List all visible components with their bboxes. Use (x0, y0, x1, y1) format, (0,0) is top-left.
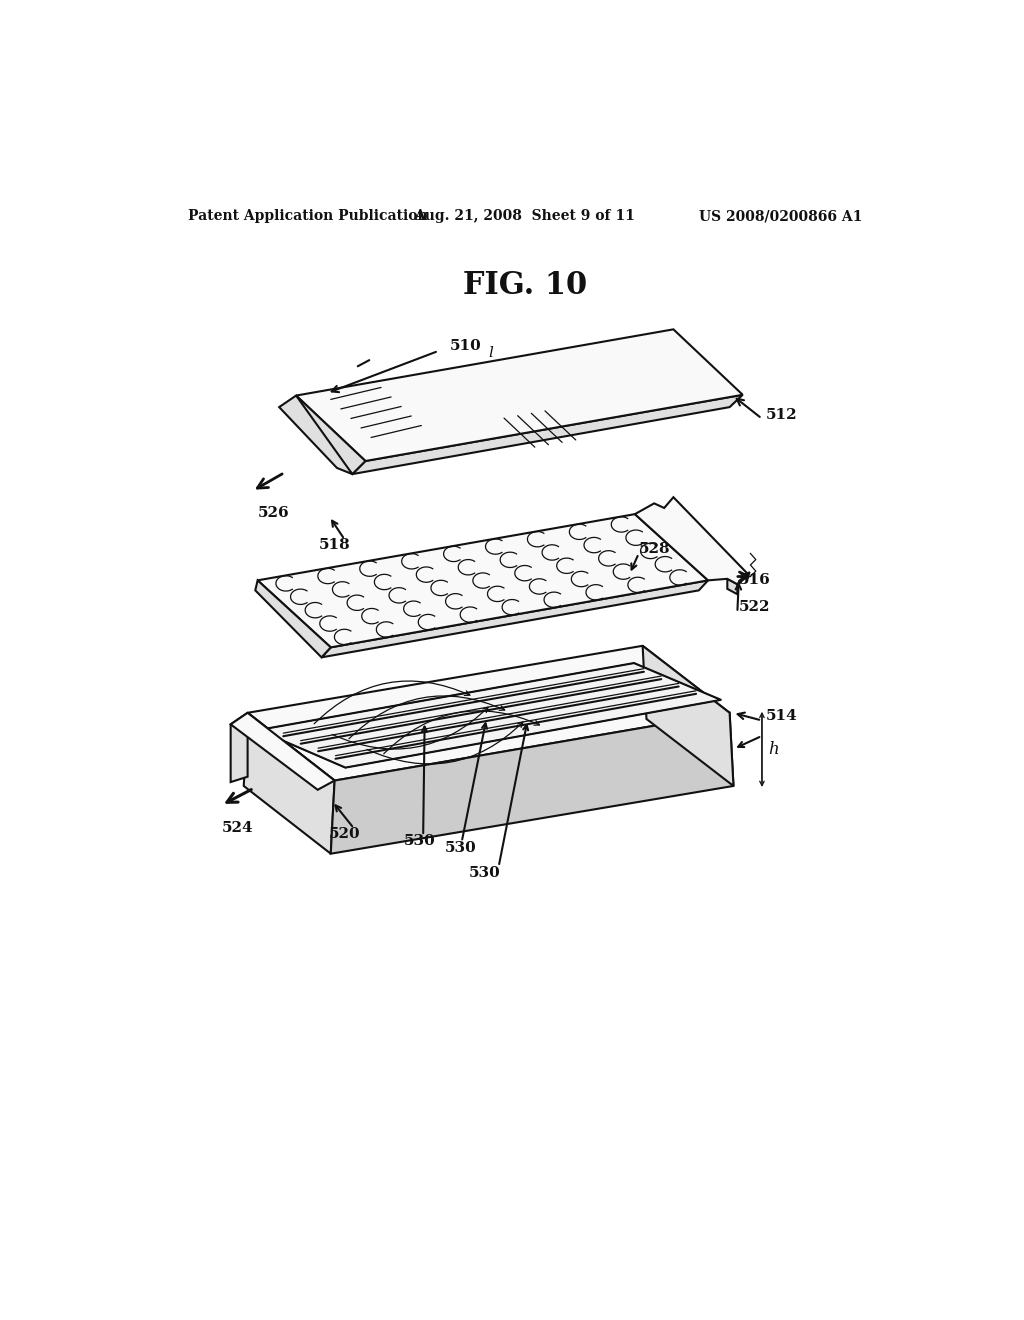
Polygon shape (258, 515, 708, 647)
Text: 510: 510 (451, 339, 482, 354)
Polygon shape (331, 713, 733, 854)
Text: l: l (488, 346, 494, 360)
Text: 518: 518 (319, 539, 351, 552)
Text: 530: 530 (444, 841, 476, 854)
Text: 516: 516 (739, 573, 771, 587)
Polygon shape (230, 713, 335, 789)
Polygon shape (280, 396, 352, 474)
Polygon shape (258, 663, 721, 768)
Polygon shape (248, 645, 730, 780)
Polygon shape (352, 395, 742, 474)
Text: 514: 514 (766, 709, 798, 723)
Polygon shape (244, 713, 335, 854)
Polygon shape (727, 579, 737, 594)
Text: 524: 524 (221, 821, 253, 836)
Text: h: h (768, 742, 779, 758)
Text: Patent Application Publication: Patent Application Publication (188, 209, 428, 223)
Text: 526: 526 (258, 506, 289, 520)
Polygon shape (255, 581, 331, 657)
Polygon shape (643, 645, 733, 785)
Text: 512: 512 (766, 408, 798, 422)
Text: 530: 530 (469, 866, 501, 880)
Text: Aug. 21, 2008  Sheet 9 of 11: Aug. 21, 2008 Sheet 9 of 11 (415, 209, 635, 223)
Polygon shape (294, 396, 366, 474)
Text: 528: 528 (639, 541, 671, 556)
Polygon shape (296, 330, 742, 461)
Polygon shape (635, 498, 746, 585)
Polygon shape (230, 713, 248, 781)
Text: 520: 520 (330, 826, 360, 841)
Text: US 2008/0200866 A1: US 2008/0200866 A1 (698, 209, 862, 223)
Text: 530: 530 (403, 834, 435, 849)
Polygon shape (322, 581, 708, 657)
Text: FIG. 10: FIG. 10 (463, 271, 587, 301)
Text: 522: 522 (739, 601, 770, 614)
